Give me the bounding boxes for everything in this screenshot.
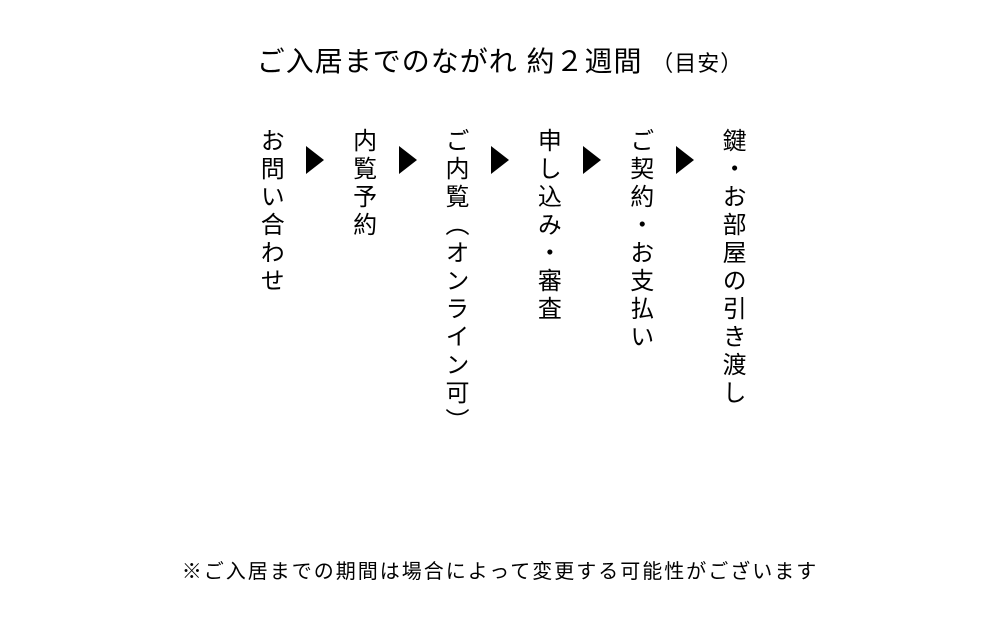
arrow-icon — [676, 146, 694, 174]
flow-container: ご入居までのながれ 約２週間 （目安） お問い合わせ 内覧予約 ご内覧（オンライ… — [0, 0, 1000, 640]
title-main: ご入居までのながれ 約２週間 — [257, 46, 643, 77]
step-4: 申し込み・審査 — [527, 128, 565, 324]
step-6: 鍵・お部屋の引き渡し — [712, 128, 750, 408]
arrow-icon — [399, 146, 417, 174]
flow-steps-row: お問い合わせ 内覧予約 ご内覧（オンライン可） 申し込み・審査 ご契約・お支払い… — [0, 128, 1000, 436]
flow-title: ご入居までのながれ 約２週間 （目安） — [257, 40, 744, 80]
flow-footnote: ※ご入居までの期間は場合によって変更する可能性がございます — [0, 555, 1000, 584]
arrow-icon — [583, 146, 601, 174]
arrow-icon — [491, 146, 509, 174]
arrow-icon — [306, 146, 324, 174]
step-5: ご契約・お支払い — [619, 128, 657, 352]
step-1: お問い合わせ — [250, 128, 288, 296]
title-note: （目安） — [651, 51, 743, 76]
step-2: 内覧予約 — [342, 128, 380, 240]
step-3: ご内覧（オンライン可） — [435, 128, 473, 436]
